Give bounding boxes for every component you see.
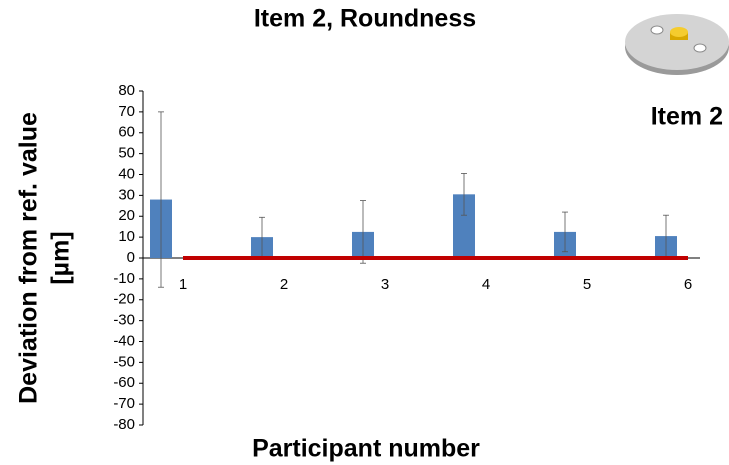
y-tick-label: 60 [118, 124, 135, 141]
y-axis-title: [µm] [47, 231, 75, 284]
y-tick-label: 30 [118, 186, 135, 203]
x-axis-title: Participant number [252, 435, 480, 463]
error-bar [158, 111, 164, 288]
error-bar [360, 200, 366, 264]
y-tick-label: 80 [118, 82, 135, 99]
error-bar [461, 173, 467, 216]
y-tick-label: 20 [118, 207, 135, 224]
y-tick-label: 70 [118, 103, 135, 120]
y-tick-label: 50 [118, 145, 135, 162]
chart-title: Item 2, Roundness [254, 5, 476, 33]
x-tick-label: 6 [684, 276, 692, 293]
x-tick-label: 5 [583, 276, 591, 293]
y-tick-label: 10 [118, 228, 135, 245]
x-tick-label: 4 [482, 276, 490, 293]
y-tick-label: -80 [113, 416, 135, 433]
annotation: Item 2 [651, 103, 723, 131]
item-image [625, 14, 729, 75]
y-tick-label: -60 [113, 374, 135, 391]
x-tick-label: 2 [280, 276, 288, 293]
y-tick-label: -30 [113, 312, 135, 329]
y-axis-title: Deviation from ref. value [15, 112, 43, 404]
error-bar [562, 211, 568, 253]
y-tick-label: -20 [113, 291, 135, 308]
y-tick-label: -70 [113, 395, 135, 412]
y-tick-label: 0 [127, 249, 135, 266]
y-tick-label: -50 [113, 353, 135, 370]
bar [453, 194, 475, 258]
x-tick-label: 1 [179, 276, 187, 293]
y-tick-label: 40 [118, 165, 135, 182]
x-tick-label: 3 [381, 276, 389, 293]
y-tick-label: -10 [113, 270, 135, 287]
y-tick-label: -40 [113, 332, 135, 349]
